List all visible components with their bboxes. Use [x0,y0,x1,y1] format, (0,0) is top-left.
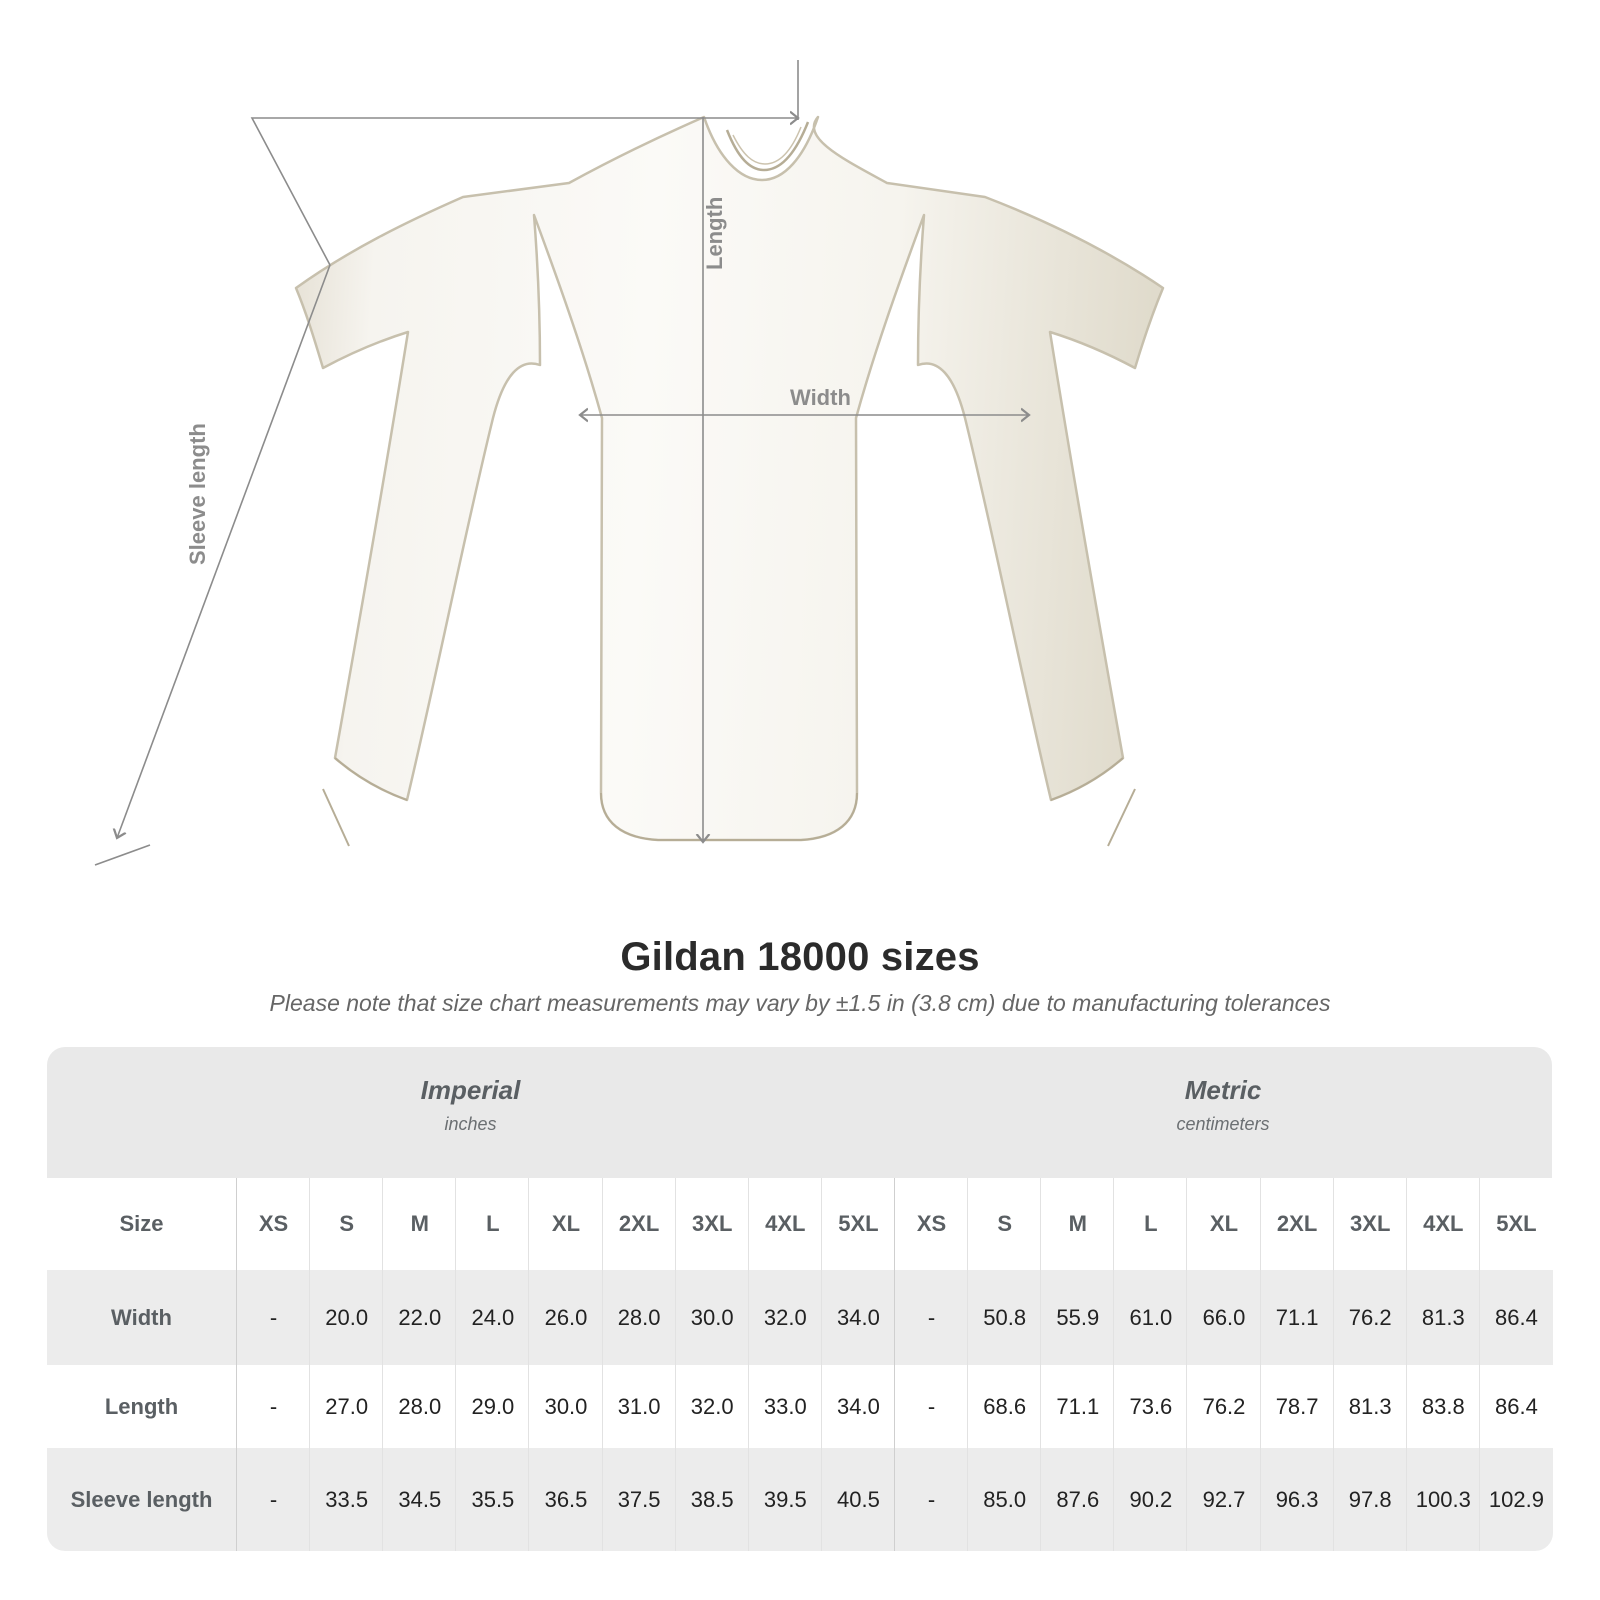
svg-text:Length: Length [702,197,727,270]
svg-text:Sleeve length: Sleeve length [185,423,210,565]
svg-text:Width: Width [790,385,851,410]
